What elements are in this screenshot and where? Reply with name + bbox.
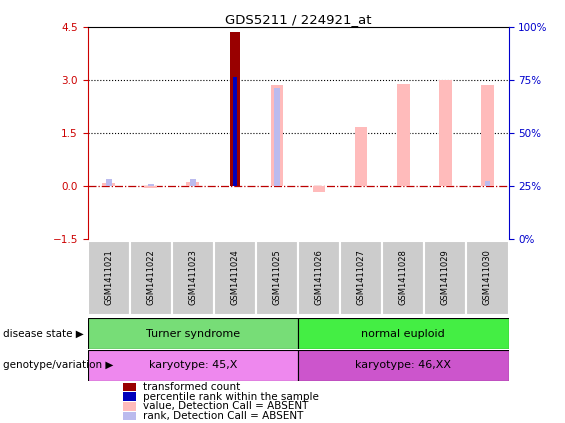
Bar [298, 350, 508, 381]
Title: GDS5211 / 224921_at: GDS5211 / 224921_at [225, 14, 371, 26]
Text: GSM1411025: GSM1411025 [272, 249, 281, 305]
Text: value, Detection Call = ABSENT: value, Detection Call = ABSENT [143, 401, 308, 411]
Text: GSM1411023: GSM1411023 [188, 249, 197, 305]
Text: normal euploid: normal euploid [362, 329, 445, 338]
Bar [271, 85, 283, 186]
Bar [88, 241, 130, 315]
Text: genotype/variation ▶: genotype/variation ▶ [3, 360, 113, 370]
Text: rank, Detection Call = ABSENT: rank, Detection Call = ABSENT [143, 411, 303, 421]
Bar [340, 241, 382, 315]
Bar [172, 241, 214, 315]
Text: GSM1411028: GSM1411028 [399, 249, 408, 305]
Bar [298, 241, 340, 315]
Bar [186, 182, 199, 186]
Bar [355, 127, 367, 186]
Bar [256, 241, 298, 315]
Bar [233, 77, 237, 186]
Bar [102, 183, 115, 186]
Bar [88, 350, 298, 381]
Bar [397, 84, 410, 186]
Bar [190, 179, 195, 186]
Bar [313, 186, 325, 192]
Bar [123, 402, 136, 411]
Bar [88, 318, 298, 349]
Text: disease state ▶: disease state ▶ [3, 329, 84, 338]
Bar [231, 32, 240, 186]
Bar [130, 241, 172, 315]
Text: percentile rank within the sample: percentile rank within the sample [143, 392, 319, 401]
Bar [214, 241, 256, 315]
Bar [382, 241, 424, 315]
Text: GSM1411027: GSM1411027 [357, 249, 366, 305]
Text: GSM1411029: GSM1411029 [441, 249, 450, 305]
Bar [148, 184, 154, 186]
Text: karyotype: 45,X: karyotype: 45,X [149, 360, 237, 370]
Bar [274, 88, 280, 186]
Bar [145, 186, 157, 187]
Bar [481, 85, 494, 186]
Bar [298, 318, 508, 349]
Bar [106, 179, 111, 186]
Text: karyotype: 46,XX: karyotype: 46,XX [355, 360, 451, 370]
Text: Turner syndrome: Turner syndrome [146, 329, 240, 338]
Text: GSM1411026: GSM1411026 [315, 249, 324, 305]
Bar [123, 412, 136, 420]
Text: GSM1411021: GSM1411021 [104, 249, 113, 305]
Bar [123, 382, 136, 391]
Bar [439, 80, 451, 186]
Bar [485, 181, 490, 186]
Bar [467, 241, 509, 315]
Text: GSM1411024: GSM1411024 [231, 249, 240, 305]
Bar [424, 241, 467, 315]
Bar [123, 392, 136, 401]
Text: GSM1411030: GSM1411030 [483, 249, 492, 305]
Text: transformed count: transformed count [143, 382, 240, 392]
Text: GSM1411022: GSM1411022 [146, 249, 155, 305]
